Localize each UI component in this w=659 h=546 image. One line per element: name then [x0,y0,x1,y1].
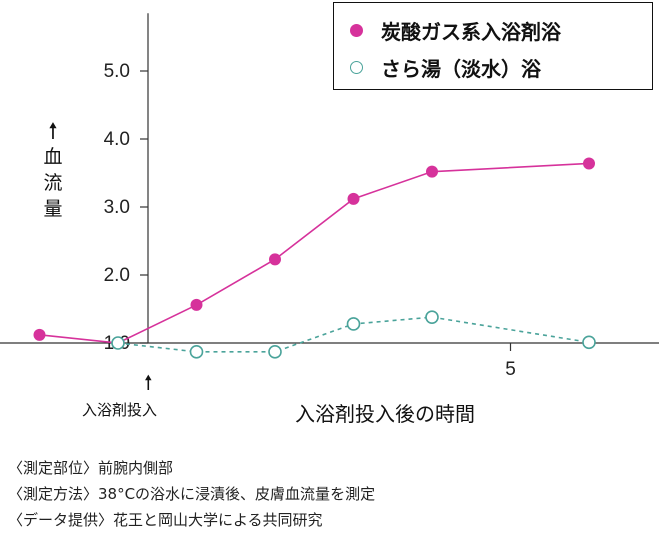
chart-legend: 炭酸ガス系入浴剤浴 さら湯（淡水）浴 [333,2,653,90]
series-line-0 [39,162,590,344]
x-tick-label: 5 [505,359,516,380]
data-point-open [425,310,439,324]
legend-label-carbonated: 炭酸ガス系入浴剤浴 [381,20,561,44]
y-tick-label: 3.0 [104,197,130,218]
legend-item-carbonated: 炭酸ガス系入浴剤浴 [350,16,561,45]
y-axis-title: 🠕 血流量 [42,120,64,222]
notes: 〈測定部位〉前腕内側部 〈測定方法〉38°Cの浴水に浸漬後、皮膚血流量を測定 〈… [8,455,375,533]
legend-label-plain-water: さら湯（淡水）浴 [381,57,541,81]
data-point-open [268,345,282,359]
y-tick-label: 4.0 [104,129,130,150]
legend-marker-filled [350,24,363,37]
data-point-open [346,317,361,331]
data-point-open [582,335,596,350]
y-tick-label: 2.0 [104,265,130,286]
data-point-filled [269,253,281,266]
data-point-filled [190,298,203,311]
y-tick-label: 5.0 [104,61,130,82]
legend-marker-open [350,61,363,74]
data-point-filled [33,328,46,341]
bath-agent-marker-label: 入浴剤投入 [82,401,158,419]
up-arrow-icon: 🠕 [48,119,58,144]
y-axis-label: 血流量 [43,146,63,220]
up-arrow-icon: 🠕 [144,370,153,394]
note-measurement-method: 〈測定方法〉38°Cの浴水に浸漬後、皮膚血流量を測定 [8,485,376,503]
data-point-open [111,336,125,350]
note-data-source: 〈データ提供〉花王と岡山大学による共同研究 [8,511,323,529]
note-measurement-site: 〈測定部位〉前腕内側部 [8,459,174,477]
data-point-open [189,345,204,359]
x-axis-title: 入浴剤投入後の時間 [295,402,475,426]
data-point-filled [583,157,595,170]
data-point-filled [426,165,438,178]
data-point-filled [347,192,360,205]
series-line-1 [117,316,590,353]
legend-item-plain-water: さら湯（淡水）浴 [350,53,541,82]
